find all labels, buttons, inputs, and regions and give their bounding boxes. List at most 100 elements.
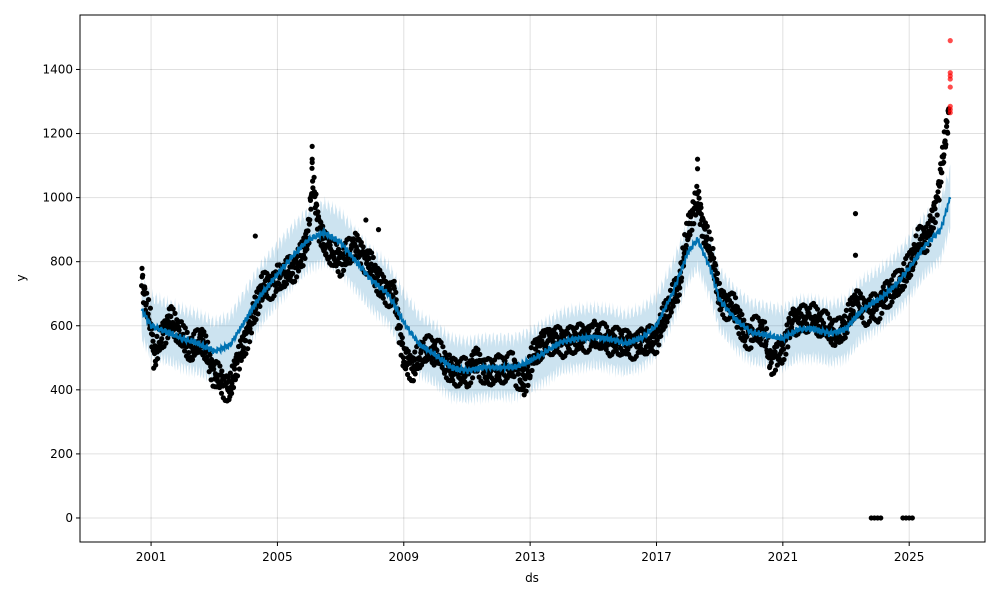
actual-point (706, 243, 712, 249)
actual-point (633, 353, 639, 359)
actual-point (763, 338, 769, 344)
actual-point (354, 232, 360, 238)
actual-point (410, 378, 416, 384)
actual-point (380, 295, 386, 301)
actual-point (667, 287, 674, 293)
actual-point (523, 388, 529, 394)
x-tick-label: 2005 (262, 550, 293, 564)
actual-point (529, 367, 535, 374)
actual-point (145, 297, 152, 303)
actual-point (656, 342, 662, 348)
actual-point (781, 346, 787, 352)
actual-point (139, 265, 145, 271)
anomaly-points (947, 38, 953, 116)
actual-point (694, 183, 700, 189)
actual-point (219, 368, 225, 374)
actual-point (290, 270, 296, 276)
actual-point (901, 283, 908, 289)
actual-point (668, 309, 674, 315)
actual-point (309, 143, 315, 149)
actual-point (234, 373, 241, 379)
actual-point (225, 374, 231, 380)
actual-point (930, 225, 937, 231)
actual-point (689, 227, 695, 233)
actual-point (586, 328, 592, 334)
actual-point (913, 233, 919, 239)
x-tick-label: 2009 (389, 550, 420, 564)
actual-point (339, 272, 345, 278)
actual-point (247, 326, 253, 332)
actual-point (762, 319, 768, 325)
x-tick-label: 2017 (641, 550, 672, 564)
actual-point (785, 344, 791, 350)
actual-point (218, 390, 225, 396)
actual-point (307, 197, 314, 203)
actual-point (363, 217, 369, 223)
actual-point (677, 285, 683, 291)
actual-point (932, 206, 938, 212)
actual-point (696, 188, 702, 194)
actual-point (302, 255, 308, 261)
actual-point (748, 345, 754, 351)
actual-point (350, 236, 357, 242)
actual-point (463, 355, 469, 361)
actual-point (768, 360, 774, 366)
actual-point (772, 349, 778, 355)
actual-point (527, 373, 533, 379)
actual-point (739, 311, 745, 318)
actual-point (511, 374, 517, 380)
actual-point (155, 356, 161, 362)
actual-point (796, 315, 802, 321)
actual-point (257, 303, 263, 309)
actual-point (308, 206, 314, 212)
actual-point (842, 335, 848, 341)
actual-point (309, 165, 315, 171)
actual-point (203, 333, 209, 339)
actual-point (440, 344, 446, 350)
actual-point (676, 292, 683, 298)
actual-point (586, 347, 592, 353)
actual-point (335, 246, 342, 252)
actual-point (232, 366, 238, 372)
actual-point (163, 340, 169, 346)
actual-point (236, 366, 242, 372)
actual-point (446, 352, 452, 358)
actual-point (938, 179, 944, 185)
actual-point (475, 347, 481, 353)
actual-point (935, 189, 941, 195)
actual-point (714, 270, 721, 276)
anomaly-point (947, 110, 953, 116)
actual-point (377, 267, 383, 273)
x-tick-label: 2013 (515, 550, 546, 564)
actual-point (170, 306, 176, 312)
actual-point (142, 285, 148, 292)
actual-point (521, 382, 527, 388)
actual-point (783, 351, 789, 357)
actual-point (734, 324, 740, 330)
actual-point (706, 229, 712, 235)
actual-point (229, 380, 235, 387)
actual-point (654, 349, 660, 355)
actual-point (271, 293, 277, 299)
actual-point (658, 333, 664, 339)
actual-point (400, 340, 406, 347)
actual-point (253, 316, 259, 323)
actual-point (255, 311, 261, 317)
actual-point (763, 326, 770, 332)
actual-point (736, 331, 742, 337)
actual-point (381, 274, 387, 280)
actual-point (207, 352, 213, 358)
actual-point (234, 360, 240, 366)
actual-point (845, 301, 851, 307)
actual-point (159, 336, 165, 342)
actual-point (292, 278, 298, 284)
actual-point (694, 156, 701, 162)
actual-point (704, 223, 710, 229)
actual-point (242, 337, 249, 344)
actual-point (295, 268, 302, 274)
actual-point (666, 313, 673, 319)
actual-point (229, 390, 235, 396)
actual-point (693, 212, 699, 218)
y-tick-label: 800 (50, 255, 73, 269)
actual-point (698, 205, 704, 211)
